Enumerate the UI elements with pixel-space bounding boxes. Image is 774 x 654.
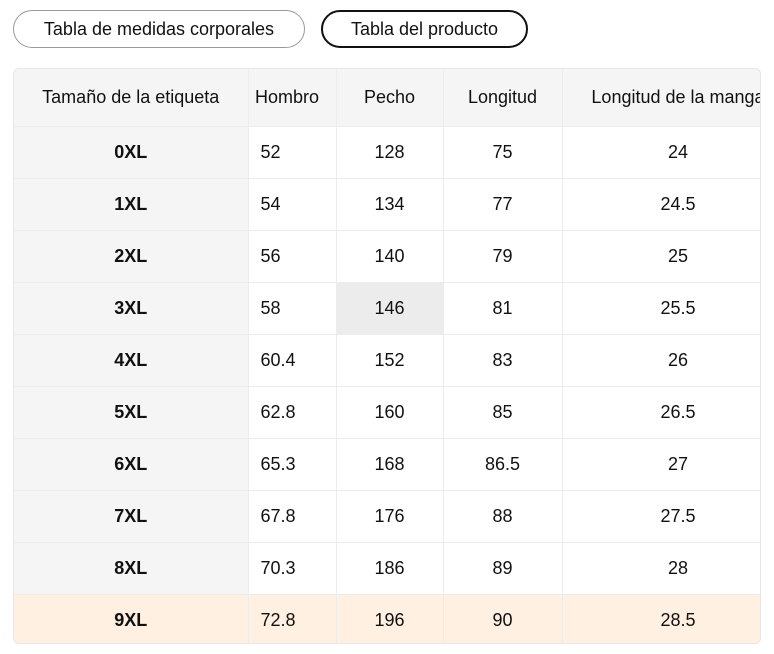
table-row: 1XL 54 134 77 24.5 — [14, 178, 760, 231]
length-cell: 90 — [443, 594, 563, 643]
chest-cell: 140 — [336, 230, 444, 283]
header-shoulder: Hombro — [248, 69, 337, 127]
chest-cell: 146 — [336, 282, 444, 335]
size-label-cell: 3XL — [14, 282, 249, 335]
shoulder-cell: 52 — [248, 126, 337, 179]
sleeve-cell: 26 — [562, 334, 760, 387]
tab-body-measurements[interactable]: Tabla de medidas corporales — [13, 10, 305, 48]
size-label-cell: 9XL — [14, 594, 249, 643]
sleeve-cell: 24 — [562, 126, 760, 179]
length-cell: 75 — [443, 126, 563, 179]
header-chest: Pecho — [336, 69, 444, 127]
length-cell: 77 — [443, 178, 563, 231]
length-cell: 86.5 — [443, 438, 563, 491]
sleeve-cell: 26.5 — [562, 386, 760, 439]
shoulder-cell: 72.8 — [248, 594, 337, 643]
chest-cell: 160 — [336, 386, 444, 439]
header-size: Tamaño de la etiqueta — [14, 69, 249, 127]
sleeve-cell: 27 — [562, 438, 760, 491]
shoulder-cell: 62.8 — [248, 386, 337, 439]
table-row: 2XL 56 140 79 25 — [14, 230, 760, 283]
chest-cell: 176 — [336, 490, 444, 543]
size-table-container[interactable]: Tamaño de la etiqueta Hombro Pecho Longi… — [13, 68, 761, 644]
shoulder-cell: 54 — [248, 178, 337, 231]
sleeve-cell: 27.5 — [562, 490, 760, 543]
table-row-highlighted: 9XL 72.8 196 90 28.5 — [14, 594, 760, 643]
shoulder-cell: 67.8 — [248, 490, 337, 543]
chest-cell: 128 — [336, 126, 444, 179]
table-row: 8XL 70.3 186 89 28 — [14, 542, 760, 595]
size-label-cell: 6XL — [14, 438, 249, 491]
size-label-cell: 2XL — [14, 230, 249, 283]
header-sleeve-length: Longitud de la manga — [562, 69, 760, 127]
chest-cell: 186 — [336, 542, 444, 595]
length-cell: 79 — [443, 230, 563, 283]
shoulder-cell: 58 — [248, 282, 337, 335]
shoulder-cell: 60.4 — [248, 334, 337, 387]
length-cell: 89 — [443, 542, 563, 595]
header-length: Longitud — [443, 69, 563, 127]
chest-cell: 196 — [336, 594, 444, 643]
shoulder-cell: 65.3 — [248, 438, 337, 491]
table-row: 6XL 65.3 168 86.5 27 — [14, 438, 760, 491]
shoulder-cell: 70.3 — [248, 542, 337, 595]
size-label-cell: 7XL — [14, 490, 249, 543]
chest-cell: 134 — [336, 178, 444, 231]
length-cell: 88 — [443, 490, 563, 543]
sleeve-cell: 28 — [562, 542, 760, 595]
length-cell: 85 — [443, 386, 563, 439]
measurement-tabs: Tabla de medidas corporales Tabla del pr… — [13, 10, 528, 48]
table-row: 5XL 62.8 160 85 26.5 — [14, 386, 760, 439]
size-table: Tamaño de la etiqueta Hombro Pecho Longi… — [14, 69, 760, 643]
table-row: 3XL 58 146 81 25.5 — [14, 282, 760, 335]
length-cell: 81 — [443, 282, 563, 335]
chest-cell: 168 — [336, 438, 444, 491]
table-row: 0XL 52 128 75 24 — [14, 126, 760, 179]
sleeve-cell: 25.5 — [562, 282, 760, 335]
length-cell: 83 — [443, 334, 563, 387]
table-row: 7XL 67.8 176 88 27.5 — [14, 490, 760, 543]
sleeve-cell: 25 — [562, 230, 760, 283]
size-label-cell: 8XL — [14, 542, 249, 595]
size-label-cell: 4XL — [14, 334, 249, 387]
tab-product-table[interactable]: Tabla del producto — [321, 10, 528, 48]
size-label-cell: 1XL — [14, 178, 249, 231]
size-label-cell: 5XL — [14, 386, 249, 439]
table-row: 4XL 60.4 152 83 26 — [14, 334, 760, 387]
chest-cell: 152 — [336, 334, 444, 387]
table-header-row: Tamaño de la etiqueta Hombro Pecho Longi… — [14, 69, 760, 127]
sleeve-cell: 28.5 — [562, 594, 760, 643]
sleeve-cell: 24.5 — [562, 178, 760, 231]
size-label-cell: 0XL — [14, 126, 249, 179]
shoulder-cell: 56 — [248, 230, 337, 283]
